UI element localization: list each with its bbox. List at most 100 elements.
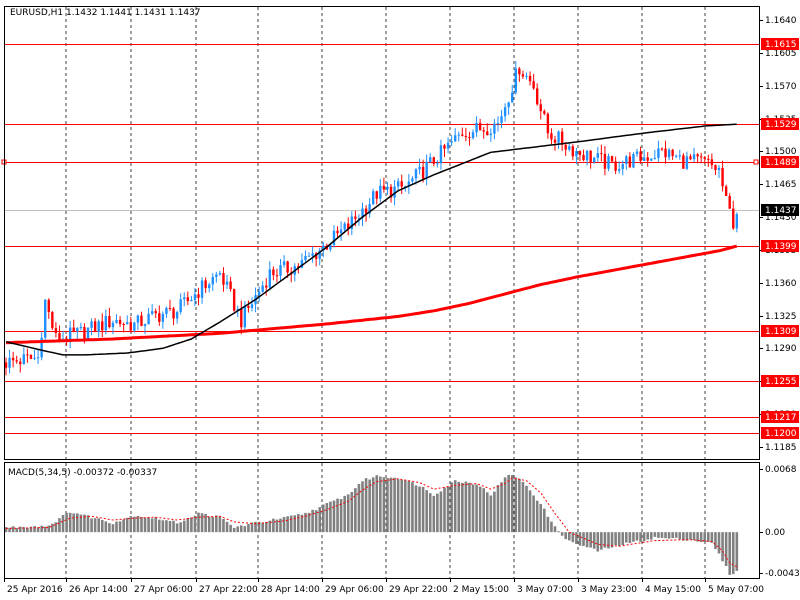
candle[interactable] [68,320,72,349]
candle[interactable] [414,168,418,185]
candle[interactable] [507,101,510,115]
candle[interactable] [386,181,389,195]
candle[interactable] [557,130,560,149]
candle[interactable] [535,83,539,106]
candle[interactable] [161,311,165,329]
candle[interactable] [389,183,393,203]
candle[interactable] [621,160,624,176]
candle[interactable] [411,176,414,184]
candle[interactable] [657,140,660,162]
candle[interactable] [489,128,493,142]
candle[interactable] [261,281,264,293]
candle[interactable] [450,135,453,147]
candle[interactable] [307,252,311,257]
candle[interactable] [165,306,168,318]
candle[interactable] [593,156,596,164]
candle[interactable] [143,323,147,335]
candle[interactable] [11,351,15,368]
candle[interactable] [539,98,542,120]
candle[interactable] [240,300,243,335]
candle[interactable] [714,164,717,175]
candle[interactable] [382,177,386,193]
candle[interactable] [101,313,104,337]
candle[interactable] [232,288,236,312]
candle[interactable] [175,310,179,324]
candle[interactable] [407,173,411,195]
candle[interactable] [471,129,475,140]
candle[interactable] [229,276,232,292]
candle[interactable] [589,149,592,169]
candle[interactable] [628,152,632,168]
candle[interactable] [457,131,460,142]
candle[interactable] [15,355,18,364]
candle[interactable] [379,178,382,203]
candle[interactable] [90,318,93,336]
candle[interactable] [575,147,578,165]
candle[interactable] [275,268,279,283]
macd-pane[interactable] [4,474,739,575]
candle[interactable] [26,348,29,363]
candle[interactable] [707,154,710,167]
candle[interactable] [614,156,617,175]
candle[interactable] [147,307,150,325]
candle[interactable] [446,137,450,154]
candle[interactable] [721,160,724,192]
candle[interactable] [4,357,8,376]
candle[interactable] [667,147,671,161]
candle[interactable] [136,314,140,331]
candle[interactable] [607,153,610,172]
candle[interactable] [193,287,197,307]
candle[interactable] [154,308,157,318]
candle[interactable] [150,304,154,316]
candle[interactable] [429,153,432,163]
candle[interactable] [528,71,532,86]
candle[interactable] [51,311,54,330]
candle[interactable] [478,118,482,131]
candle[interactable] [625,154,628,170]
candle[interactable] [596,146,599,162]
candle[interactable] [272,266,275,281]
candle[interactable] [482,127,485,139]
candle[interactable] [546,112,550,139]
candle[interactable] [140,311,143,327]
candle[interactable] [183,292,186,307]
candle[interactable] [443,143,446,158]
candle[interactable] [350,211,354,236]
candle[interactable] [197,287,200,306]
candle[interactable] [279,259,282,281]
candle[interactable] [44,298,47,341]
candle[interactable] [36,349,40,364]
candle[interactable] [582,149,585,162]
candle[interactable] [585,149,589,166]
candle[interactable] [689,154,692,161]
candle[interactable] [617,161,621,174]
candle[interactable] [703,155,706,164]
candle[interactable] [685,151,689,171]
candle[interactable] [168,299,172,311]
candle[interactable] [453,128,457,142]
candle[interactable] [696,153,699,164]
candle[interactable] [543,109,546,116]
candle[interactable] [600,144,603,162]
candle[interactable] [560,128,564,151]
candle[interactable] [610,155,614,162]
candle[interactable] [500,109,503,129]
candle[interactable] [717,165,721,179]
candle[interactable] [282,255,286,268]
candle[interactable] [111,320,115,335]
candle[interactable] [97,319,100,338]
candle[interactable] [532,73,535,90]
candle[interactable] [54,322,58,338]
candle[interactable] [646,152,649,167]
candle[interactable] [396,178,400,191]
candle[interactable] [250,297,254,312]
candle[interactable] [33,349,36,361]
candle[interactable] [200,277,204,304]
candle[interactable] [496,116,500,132]
candle[interactable] [735,212,739,233]
candle[interactable] [115,314,118,324]
candle[interactable] [190,295,193,302]
candle[interactable] [332,225,336,248]
candle[interactable] [421,159,425,183]
